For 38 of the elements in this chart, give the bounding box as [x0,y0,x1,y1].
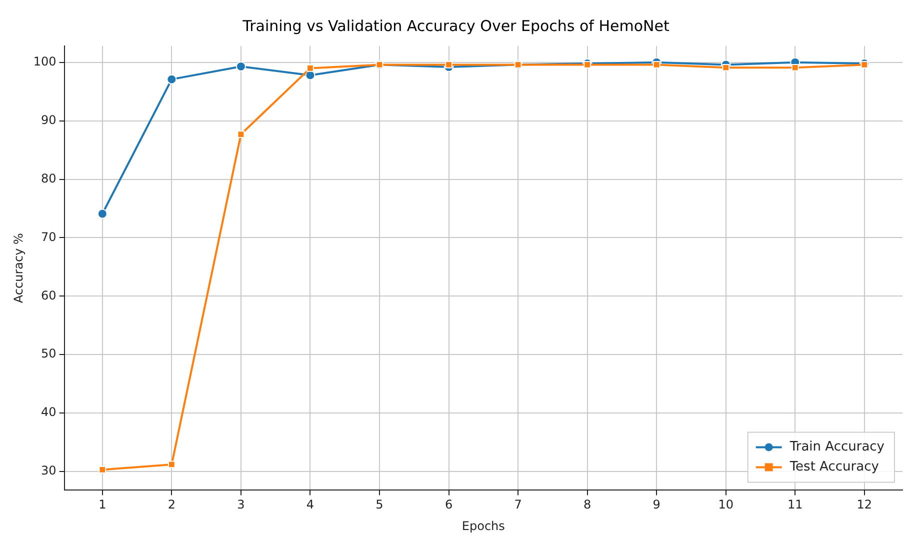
y-tick-label: 50 [41,346,56,361]
point [860,61,868,68]
y-tick-label: 80 [41,171,56,186]
point [237,130,245,138]
y-tick-label: 70 [41,230,56,244]
point [168,460,176,468]
x-tick-label: 5 [376,498,384,512]
point [166,74,177,84]
y-tick-label: 90 [41,112,56,127]
point [306,64,314,72]
point [722,64,730,72]
point [445,61,452,68]
point [97,208,108,219]
x-tick-label: 6 [444,498,453,512]
chart-title: Training vs Validation Accuracy Over Epochs of HemoNet [242,16,670,35]
y-tick-label: 30 [41,464,56,478]
point [791,64,799,72]
y-tick-label: 60 [41,288,56,302]
y-axis-title: Accuracy % [11,233,26,304]
x-tick-label: 9 [652,498,660,512]
legend-label: Train Accuracy [788,440,885,455]
x-tick-label: 4 [306,498,314,512]
x-axis-title: Epochs [462,518,505,533]
x-tick-label: 7 [514,498,522,512]
x-tick-label: 1 [98,498,106,512]
x-tick-label: 8 [583,498,592,512]
point [236,61,246,72]
y-tick-label: 100 [33,54,56,68]
legend-label: Test Accuracy [788,460,880,475]
x-tick-label: 11 [787,498,803,512]
x-tick-label: 10 [718,498,734,512]
point [652,61,660,68]
x-tick-label: 12 [856,498,872,512]
x-tick-label: 2 [168,498,176,512]
x-tick-label: 3 [237,498,245,512]
point [584,61,591,68]
point [98,466,106,474]
y-tick-label: 40 [41,405,56,420]
